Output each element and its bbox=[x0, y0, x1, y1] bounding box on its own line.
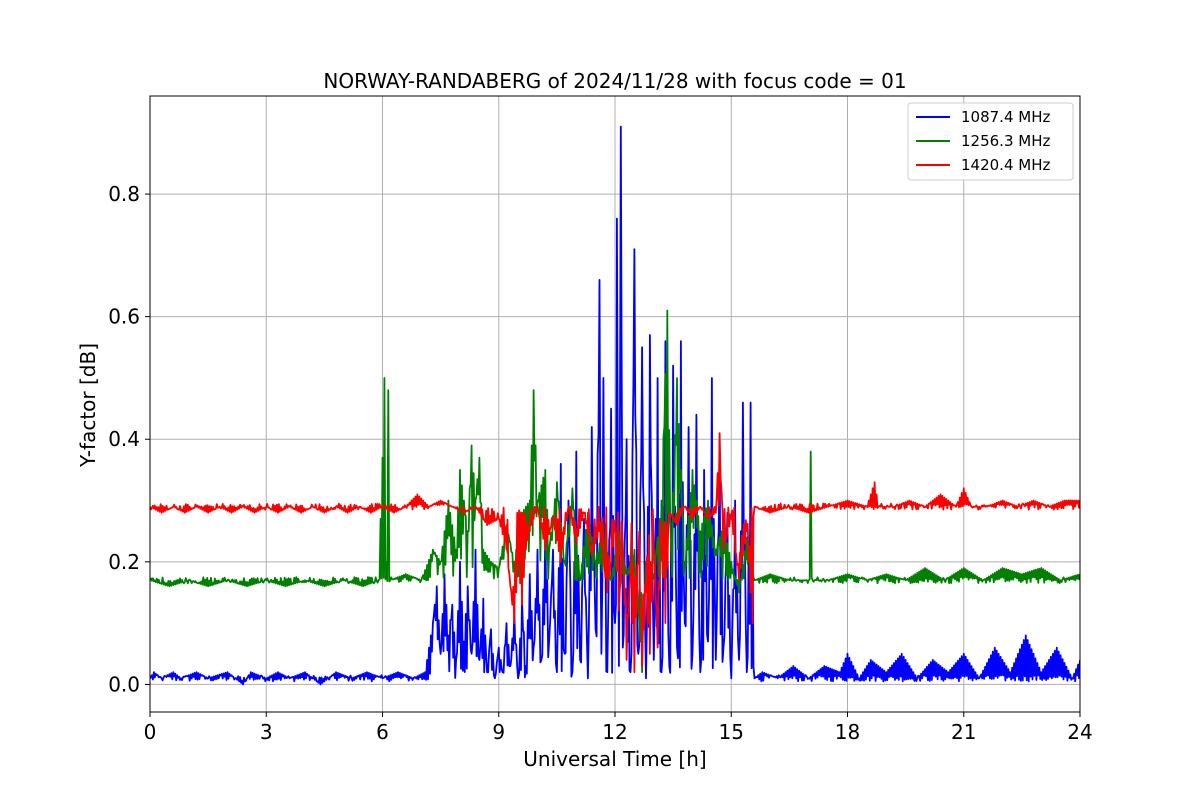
legend-label-1: 1087.4 MHz bbox=[961, 108, 1050, 126]
series-line-1 bbox=[150, 125, 1080, 686]
y-tick-label: 0.8 bbox=[108, 182, 140, 206]
y-tick-label: 0.2 bbox=[108, 550, 140, 574]
x-tick-label: 21 bbox=[951, 720, 976, 744]
legend-label-2: 1256.3 MHz bbox=[961, 132, 1050, 150]
x-tick-label: 9 bbox=[492, 720, 505, 744]
x-axis-label: Universal Time [h] bbox=[523, 747, 706, 771]
x-tick-label: 3 bbox=[260, 720, 273, 744]
x-tick-label: 24 bbox=[1067, 720, 1092, 744]
y-tick-label: 0.4 bbox=[108, 427, 140, 451]
y-tick-label: 0.6 bbox=[108, 305, 140, 329]
legend: 1087.4 MHz 1256.3 MHz 1420.4 MHz bbox=[907, 102, 1074, 181]
x-tick-label: 15 bbox=[719, 720, 744, 744]
axes: 0 3 6 9 12 15 18 21 24 0.0 0.2 0.4 0.6 0.8 bbox=[108, 95, 1093, 744]
chart-title: NORWAY-RANDABERG of 2024/11/28 with focu… bbox=[323, 69, 906, 93]
x-tick-label: 12 bbox=[602, 720, 627, 744]
legend-label-3: 1420.4 MHz bbox=[961, 156, 1050, 174]
x-tick-label: 0 bbox=[144, 720, 157, 744]
series-line-2 bbox=[150, 309, 1080, 674]
series-line-3 bbox=[150, 432, 1080, 674]
x-tick-label: 6 bbox=[376, 720, 389, 744]
plot-area bbox=[150, 125, 1080, 686]
y-tick-label: 0.0 bbox=[108, 672, 140, 696]
legend-box bbox=[907, 102, 1074, 181]
x-tick-label: 18 bbox=[835, 720, 860, 744]
y-axis-label: Y-factor [dB] bbox=[76, 343, 100, 468]
